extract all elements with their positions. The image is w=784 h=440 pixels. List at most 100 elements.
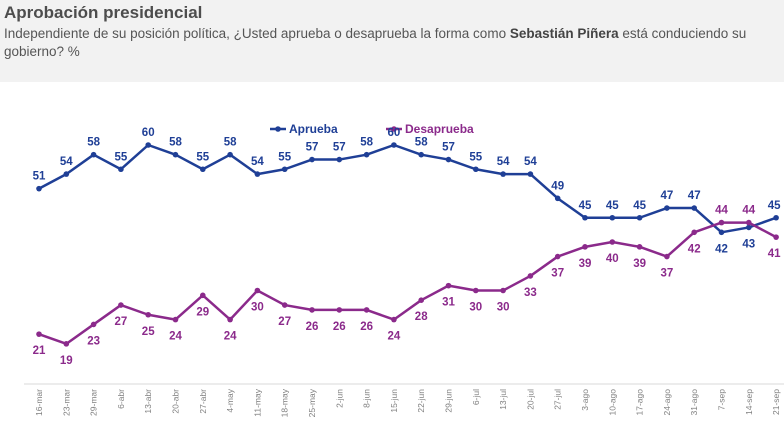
x-tick-label: 27-abr bbox=[198, 389, 208, 414]
data-label: 23 bbox=[87, 335, 100, 347]
data-point bbox=[773, 214, 779, 221]
x-tick-label: 11-may bbox=[252, 388, 262, 416]
data-label: 33 bbox=[524, 287, 537, 299]
data-label: 57 bbox=[333, 142, 346, 154]
subtitle-president-name: Sebastián Piñera bbox=[509, 26, 619, 41]
data-point bbox=[691, 205, 697, 211]
data-point bbox=[281, 166, 288, 173]
data-point bbox=[118, 302, 124, 308]
data-point bbox=[691, 229, 697, 236]
data-label: 45 bbox=[579, 200, 592, 212]
x-tick-label: 4-may bbox=[225, 388, 235, 412]
data-label: 58 bbox=[87, 137, 100, 149]
data-label: 26 bbox=[360, 321, 373, 333]
data-point bbox=[473, 287, 479, 294]
data-label: 19 bbox=[60, 355, 73, 367]
data-label: 54 bbox=[60, 156, 73, 168]
data-label: 45 bbox=[606, 200, 619, 212]
data-point bbox=[500, 171, 506, 177]
data-label: 57 bbox=[442, 142, 455, 154]
data-point bbox=[554, 253, 561, 260]
data-label: 27 bbox=[115, 316, 128, 328]
data-point bbox=[254, 287, 261, 294]
data-point bbox=[200, 166, 206, 173]
series-line-desaprueba bbox=[38, 221, 777, 346]
subtitle-question-end: está conduciendo su gobierno? % bbox=[4, 26, 747, 59]
data-point bbox=[363, 151, 370, 158]
plot-area: 51 54 58 55 60 58 55 58 54 55 57 57 58 60 58 57 55 54 54 49… bbox=[33, 127, 781, 367]
data-label: 30 bbox=[497, 302, 510, 314]
legend-item-aprueba: Aprueba bbox=[270, 122, 338, 136]
data-label: 24 bbox=[388, 331, 401, 343]
data-label: 58 bbox=[169, 137, 182, 149]
data-label: 57 bbox=[306, 142, 319, 154]
data-point bbox=[473, 166, 479, 173]
data-label: 37 bbox=[551, 268, 564, 280]
x-tick-label: 7-sep bbox=[717, 389, 727, 411]
data-label: 60 bbox=[388, 127, 401, 139]
data-point bbox=[391, 316, 397, 323]
x-tick-label: 17-ago bbox=[635, 389, 645, 416]
x-tick-label: 21-sep bbox=[771, 389, 781, 415]
chart-header: Aprobación presidencial Independiente de… bbox=[0, 0, 784, 82]
data-label: 39 bbox=[579, 258, 592, 270]
x-tick-label: 8-jun bbox=[362, 389, 372, 408]
data-label: 26 bbox=[306, 321, 319, 333]
x-tick-label: 29-jun bbox=[444, 389, 454, 413]
x-tick-label: 24-ago bbox=[662, 389, 672, 416]
data-label: 51 bbox=[33, 171, 46, 183]
data-point bbox=[773, 234, 779, 240]
data-label: 39 bbox=[633, 258, 646, 270]
data-point bbox=[609, 239, 616, 245]
chart-subtitle: Independiente de su posición política, ¿… bbox=[4, 25, 764, 61]
data-label: 29 bbox=[196, 306, 209, 318]
data-point bbox=[172, 316, 179, 323]
data-point bbox=[63, 171, 70, 177]
legend-label: Aprueba bbox=[289, 122, 338, 136]
data-point bbox=[227, 151, 233, 158]
legend-swatch-marker bbox=[391, 126, 397, 132]
data-label: 21 bbox=[33, 345, 46, 357]
data-point bbox=[418, 297, 425, 303]
x-tick-label: 15-jun bbox=[389, 389, 399, 413]
data-point bbox=[418, 151, 425, 158]
data-label: 30 bbox=[469, 302, 482, 314]
x-tick-label: 13-abr bbox=[143, 389, 153, 414]
subtitle-question: Independiente de su posición política, ¿… bbox=[4, 26, 510, 41]
data-label: 60 bbox=[142, 127, 155, 139]
data-point bbox=[90, 321, 97, 328]
data-label: 42 bbox=[715, 243, 728, 255]
data-label: 54 bbox=[524, 156, 537, 168]
data-point bbox=[336, 156, 343, 163]
series-line-aprueba bbox=[38, 143, 777, 234]
data-label: 54 bbox=[497, 156, 510, 168]
data-label: 37 bbox=[661, 268, 674, 280]
data-point bbox=[500, 287, 506, 294]
data-point bbox=[582, 244, 588, 250]
x-tick-label: 6-jul bbox=[471, 389, 481, 405]
data-point bbox=[336, 307, 343, 313]
data-label: 47 bbox=[688, 190, 701, 202]
data-point bbox=[254, 171, 261, 177]
data-label: 40 bbox=[606, 253, 619, 265]
data-point bbox=[527, 273, 534, 279]
data-point bbox=[145, 311, 151, 318]
data-point bbox=[746, 224, 752, 231]
data-point bbox=[36, 331, 42, 337]
data-label: 43 bbox=[742, 238, 755, 250]
data-label: 30 bbox=[251, 302, 264, 314]
data-point bbox=[90, 151, 97, 158]
data-point bbox=[118, 166, 124, 173]
data-label: 58 bbox=[224, 137, 237, 149]
x-tick-label: 6-abr bbox=[116, 389, 126, 409]
data-label: 49 bbox=[551, 180, 564, 192]
data-label: 27 bbox=[278, 316, 291, 328]
x-tick-label: 16-mar bbox=[34, 389, 44, 416]
data-label: 24 bbox=[224, 331, 237, 343]
legend-item-desaprueba: Desaprueba bbox=[386, 122, 474, 136]
x-tick-label: 27-jul bbox=[553, 389, 563, 410]
x-tick-label: 18-may bbox=[280, 388, 290, 417]
data-label: 44 bbox=[715, 205, 728, 217]
data-point bbox=[664, 253, 670, 260]
data-point bbox=[746, 219, 752, 226]
